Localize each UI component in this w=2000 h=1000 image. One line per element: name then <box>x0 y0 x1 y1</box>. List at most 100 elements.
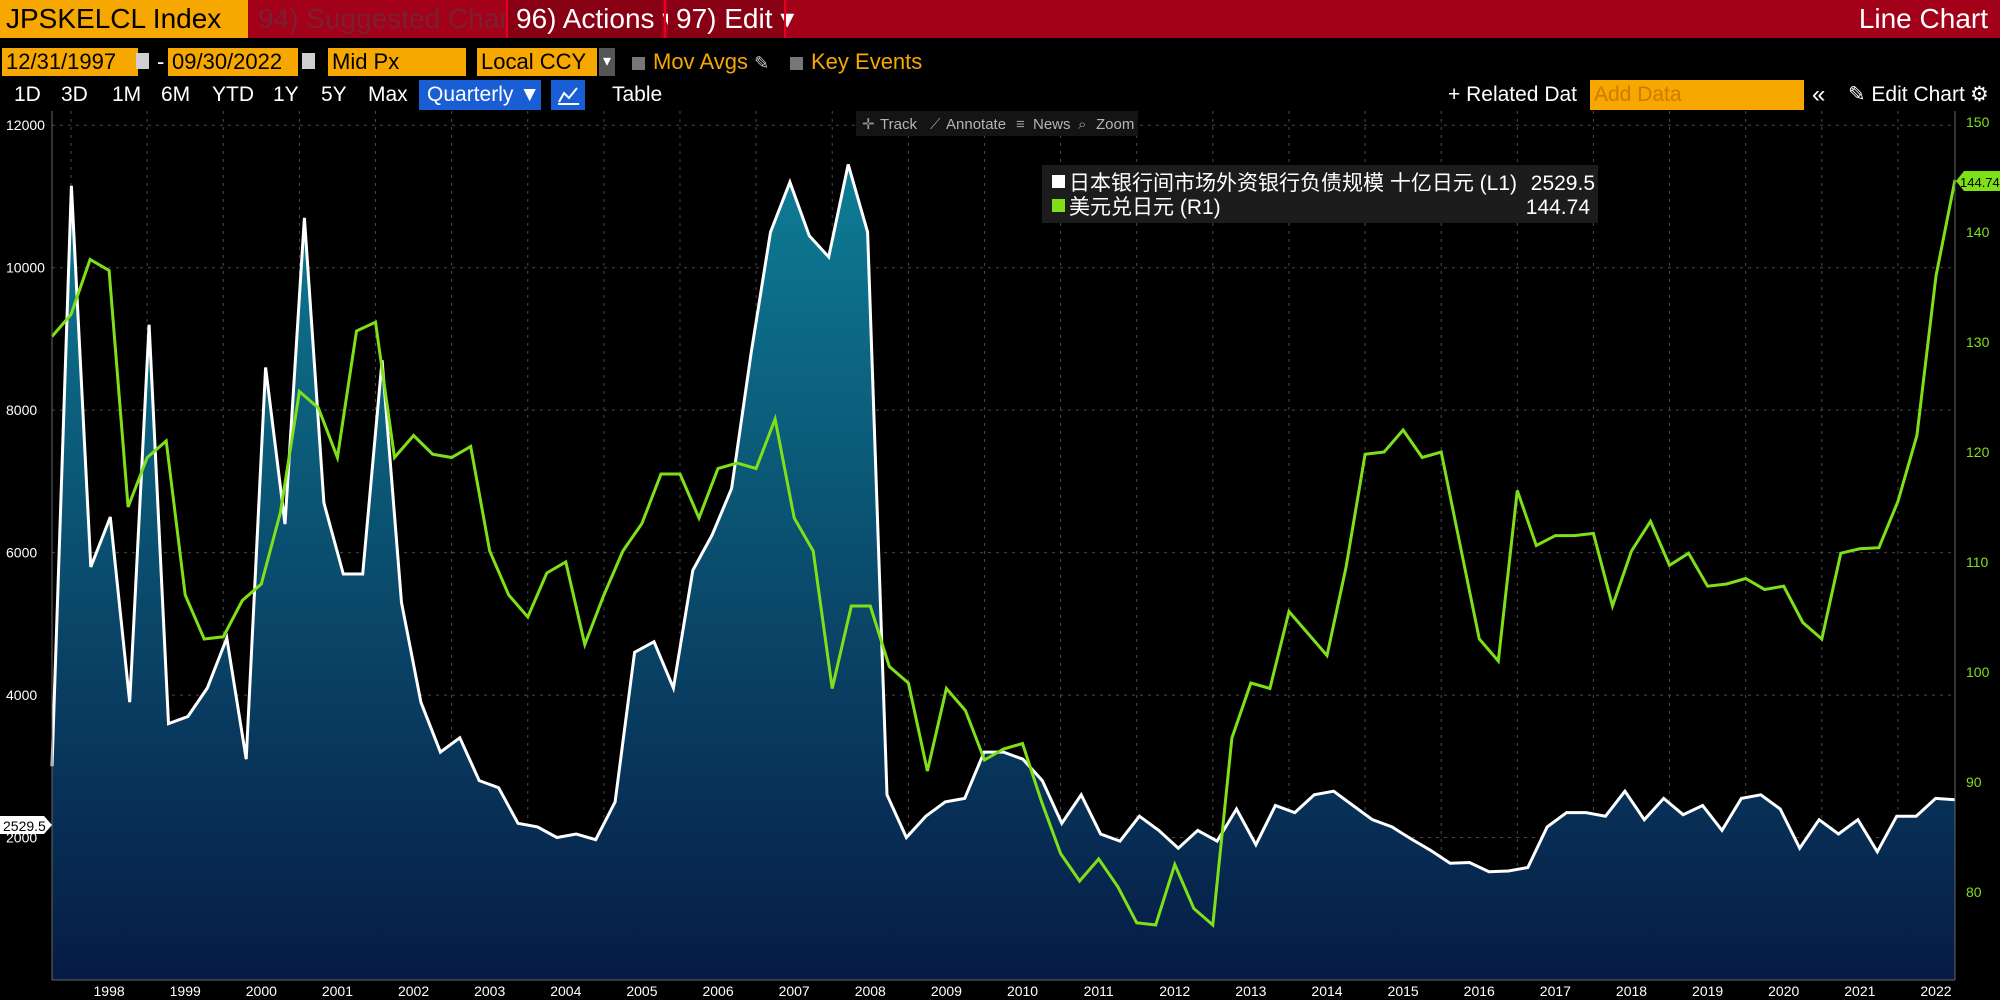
end-date-field[interactable]: 09/30/2022 <box>168 48 298 76</box>
y-left-tick-label: 6000 <box>6 545 37 561</box>
news-button[interactable]: News <box>1033 116 1071 133</box>
range-bar: 1D 3D 1M 6M YTD 1Y 5Y Max Quarterly ▼ Ta… <box>0 78 2000 111</box>
range-max-button[interactable]: Max <box>368 83 408 106</box>
y-right-tick-label: 100 <box>1966 664 1990 680</box>
last-value-tag-left: 2529.5 <box>0 816 52 834</box>
y-left-tick-label: 4000 <box>6 687 37 703</box>
series1-area <box>52 164 1955 980</box>
start-date-field[interactable]: 12/31/1997 <box>2 48 138 76</box>
zoom-icon[interactable]: ⌕ <box>1078 116 1086 133</box>
range-1m-button[interactable]: 1M <box>112 83 142 106</box>
x-tick-label: 2016 <box>1464 983 1495 999</box>
related-data-button[interactable]: + Related Dat <box>1448 83 1577 106</box>
legend: 日本银行间市场外资银行负债规模 十亿日元 (L1) 2529.5 美元兑日元 (… <box>1042 165 1598 223</box>
range-1y-button[interactable]: 1Y <box>273 83 299 106</box>
range-6m-button[interactable]: 6M <box>161 83 191 106</box>
x-tick-label: 2019 <box>1692 983 1723 999</box>
annotate-icon[interactable]: ⟋ <box>930 116 941 133</box>
y-left-tick-label: 12000 <box>6 117 45 133</box>
x-tick-label: 2002 <box>398 983 429 999</box>
x-tick-label: 2021 <box>1844 983 1875 999</box>
axes: 1998 1999 2000 2001 2002 2003 2004 2005 2006 2007… <box>6 111 1990 999</box>
checkbox-icon[interactable] <box>632 56 645 70</box>
edit-menu-button[interactable]: 97) Edit ▾ <box>668 0 794 38</box>
actions-menu-button[interactable]: 96) Actions ▾ <box>508 0 676 38</box>
x-tick-label: 1998 <box>94 983 125 999</box>
edit-chart-button[interactable]: ✎ Edit Chart <box>1848 83 1965 106</box>
checkbox-icon[interactable] <box>790 56 803 70</box>
x-tick-label: 1999 <box>170 983 201 999</box>
mov-avgs-label: Mov Avgs <box>653 49 748 74</box>
legend-label-series2: 美元兑日元 (R1) <box>1069 196 1221 219</box>
range-ytd-button[interactable]: YTD <box>212 83 254 106</box>
news-icon[interactable]: ≡ <box>1016 116 1025 133</box>
ticker-field[interactable]: JPSKELCL Index <box>0 0 248 38</box>
x-tick-label: 2007 <box>779 983 810 999</box>
last-value-left: 2529.5 <box>3 818 46 834</box>
periodicity-select[interactable]: Quarterly ▼ <box>419 80 541 110</box>
x-tick-label: 2003 <box>474 983 505 999</box>
table-button[interactable]: Table <box>612 83 663 106</box>
collapse-icon[interactable]: « <box>1812 81 1826 108</box>
last-value-right: 144.74 <box>1960 175 2000 190</box>
annotate-button[interactable]: Annotate <box>946 116 1006 133</box>
x-tick-label: 2015 <box>1388 983 1419 999</box>
key-events-label: Key Events <box>811 49 923 74</box>
chart-area[interactable]: 1998 1999 2000 2001 2002 2003 2004 2005 2006 2007… <box>0 111 2000 1000</box>
series2-line <box>50 179 1957 929</box>
calendar-icon[interactable] <box>302 53 315 69</box>
x-tick-label: 2005 <box>626 983 657 999</box>
chevron-down-icon[interactable]: ▾ <box>599 48 615 76</box>
series1-line <box>50 163 1956 874</box>
separator <box>784 0 786 38</box>
y-right-tick-label: 80 <box>1966 884 1982 900</box>
legend-label-series1: 日本银行间市场外资银行负债规模 十亿日元 (L1) <box>1069 172 1517 195</box>
y-right-tick-label: 130 <box>1966 334 1990 350</box>
chart-toolbar: ✛ Track ⟋ Annotate ≡ News ⌕ Zoom <box>856 111 1138 136</box>
chart-type-title: Line Chart <box>1858 3 1988 34</box>
pencil-icon[interactable]: ✎ <box>754 53 770 73</box>
legend-swatch-series2 <box>1052 199 1065 212</box>
x-tick-label: 2006 <box>702 983 733 999</box>
x-tick-label: 2012 <box>1159 983 1190 999</box>
separator <box>664 0 666 38</box>
y-right-tick-label: 90 <box>1966 774 1982 790</box>
y-left-tick-label: 8000 <box>6 402 37 418</box>
legend-value-series2: 144.74 <box>1526 196 1591 219</box>
range-3d-button[interactable]: 3D <box>61 83 88 106</box>
y-left-tick-label: 10000 <box>6 260 45 276</box>
settings-gear-icon[interactable]: ⚙ <box>1970 83 1989 106</box>
currency-select[interactable]: Local CCY <box>477 48 597 76</box>
y-right-tick-label: 140 <box>1966 224 1990 240</box>
line-chart-icon[interactable] <box>551 80 585 110</box>
y-right-tick-label: 110 <box>1966 554 1989 570</box>
x-tick-label: 2013 <box>1235 983 1266 999</box>
x-tick-label: 2009 <box>931 983 962 999</box>
add-data-input[interactable]: Add Data <box>1590 80 1804 110</box>
legend-value-series1: 2529.5 <box>1531 172 1595 195</box>
x-tick-label: 2017 <box>1540 983 1571 999</box>
last-value-tag-right: 144.74 <box>1956 171 2000 191</box>
grid-lines <box>52 111 1955 980</box>
key-events-toggle[interactable]: Key Events <box>790 48 922 76</box>
x-tick-label: 2000 <box>246 983 277 999</box>
x-tick-label: 2001 <box>322 983 353 999</box>
crosshair-icon[interactable]: ✛ <box>862 116 875 133</box>
x-tick-label: 2014 <box>1311 983 1342 999</box>
x-tick-label: 2011 <box>1084 983 1114 999</box>
suggested-charts-menu[interactable]: 94) Suggested Charts <box>258 3 531 34</box>
legend-swatch-series1 <box>1052 175 1065 188</box>
calendar-icon[interactable] <box>136 53 149 69</box>
x-tick-label: 2020 <box>1768 983 1799 999</box>
track-button[interactable]: Track <box>880 116 917 133</box>
price-field-select[interactable]: Mid Px <box>328 48 466 76</box>
range-5y-button[interactable]: 5Y <box>321 83 347 106</box>
x-tick-label: 2018 <box>1616 983 1647 999</box>
range-1d-button[interactable]: 1D <box>14 83 41 106</box>
options-bar: 12/31/1997 - 09/30/2022 Mid Px Local CCY… <box>0 44 2000 78</box>
mov-avgs-toggle[interactable]: Mov Avgs ✎ <box>632 48 769 76</box>
x-tick-label: 2010 <box>1007 983 1038 999</box>
x-tick-label: 2008 <box>855 983 886 999</box>
date-separator: - <box>157 49 165 74</box>
zoom-button[interactable]: Zoom <box>1096 116 1134 133</box>
